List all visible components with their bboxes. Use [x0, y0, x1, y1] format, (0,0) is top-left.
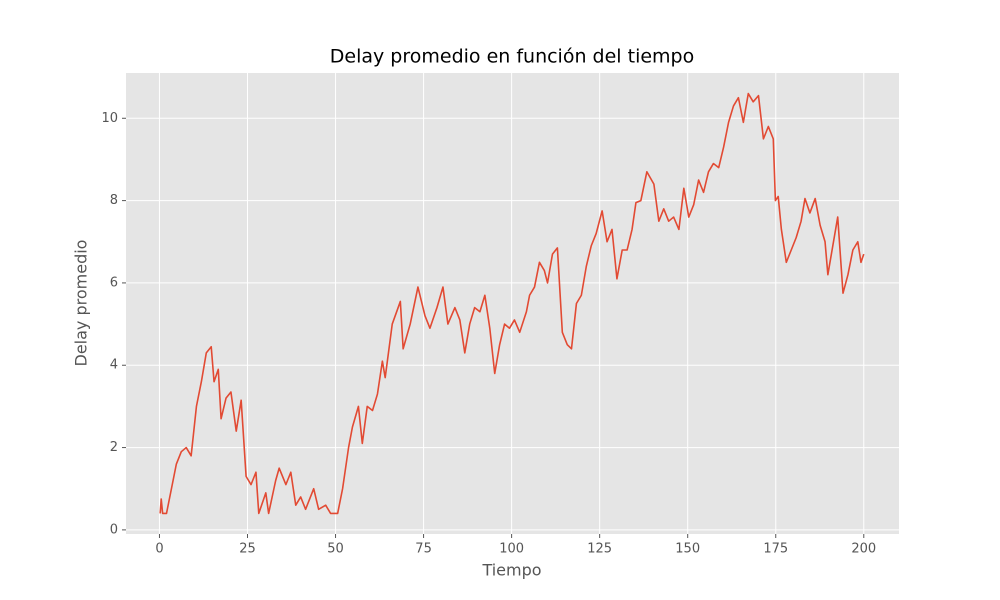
- y-axis-label: Delay promedio: [72, 240, 91, 367]
- y-tick-label: 2: [110, 440, 118, 455]
- x-tick-label: 25: [239, 542, 256, 557]
- x-tick-label: 175: [763, 542, 788, 557]
- y-tick-label: 4: [110, 358, 118, 373]
- x-axis-label: Tiempo: [481, 561, 541, 580]
- x-tick-label: 200: [851, 542, 876, 557]
- y-tick-label: 10: [101, 111, 118, 126]
- plot-area: [126, 73, 899, 534]
- chart-title: Delay promedio en función del tiempo: [330, 46, 694, 68]
- x-tick-label: 0: [155, 542, 163, 557]
- y-tick-label: 8: [110, 193, 118, 208]
- x-tick-label: 75: [415, 542, 432, 557]
- y-tick-label: 0: [110, 522, 118, 537]
- line-series: [159, 92, 865, 515]
- y-tick-label: 6: [110, 275, 118, 290]
- x-tick-label: 100: [499, 542, 524, 557]
- x-tick-label: 125: [587, 542, 612, 557]
- x-tick-label: 50: [327, 542, 344, 557]
- x-tick-label: 150: [675, 542, 700, 557]
